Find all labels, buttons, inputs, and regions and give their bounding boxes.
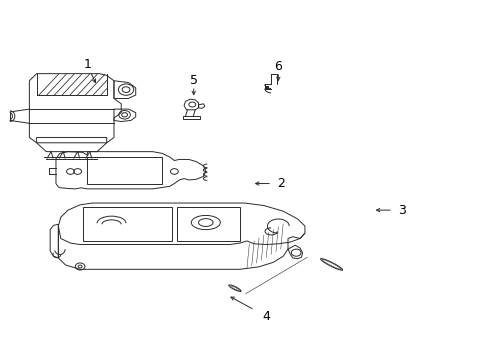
Text: 5: 5 <box>189 74 197 87</box>
Text: 2: 2 <box>276 177 284 190</box>
Text: 4: 4 <box>262 310 270 323</box>
Text: 6: 6 <box>274 60 282 73</box>
Text: 1: 1 <box>83 58 91 71</box>
Text: 3: 3 <box>397 204 405 217</box>
